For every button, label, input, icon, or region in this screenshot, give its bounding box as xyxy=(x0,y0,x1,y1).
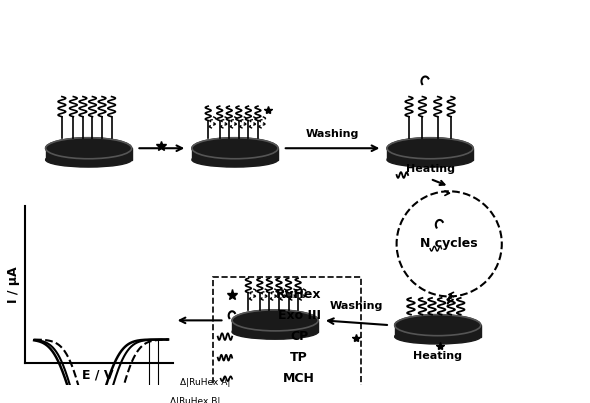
Text: MCH: MCH xyxy=(283,372,315,385)
Ellipse shape xyxy=(395,315,481,336)
Text: Heating: Heating xyxy=(413,351,462,361)
Text: Exo III: Exo III xyxy=(277,309,320,322)
Bar xyxy=(387,148,473,160)
Bar xyxy=(45,148,132,160)
Ellipse shape xyxy=(232,310,318,331)
Bar xyxy=(232,320,318,332)
Ellipse shape xyxy=(45,138,132,159)
Text: Washing: Washing xyxy=(330,301,383,311)
Text: Washing: Washing xyxy=(306,129,359,139)
Text: Δ|RuHex A|: Δ|RuHex A| xyxy=(179,378,230,387)
Ellipse shape xyxy=(387,152,473,167)
Ellipse shape xyxy=(192,152,278,167)
Text: N cycles: N cycles xyxy=(421,237,478,250)
Ellipse shape xyxy=(192,138,278,159)
Text: TP: TP xyxy=(290,351,308,364)
Text: RuHex: RuHex xyxy=(276,288,322,301)
Bar xyxy=(192,148,278,160)
Ellipse shape xyxy=(232,324,318,339)
Text: Heating: Heating xyxy=(405,164,454,174)
Text: Δ|RuHex B|: Δ|RuHex B| xyxy=(170,397,220,403)
Text: CP: CP xyxy=(290,330,308,343)
Ellipse shape xyxy=(45,152,132,167)
Bar xyxy=(395,325,481,337)
Text: E / V: E / V xyxy=(83,368,114,381)
Ellipse shape xyxy=(387,138,473,159)
Ellipse shape xyxy=(395,329,481,344)
Text: I / μA: I / μA xyxy=(6,267,19,303)
